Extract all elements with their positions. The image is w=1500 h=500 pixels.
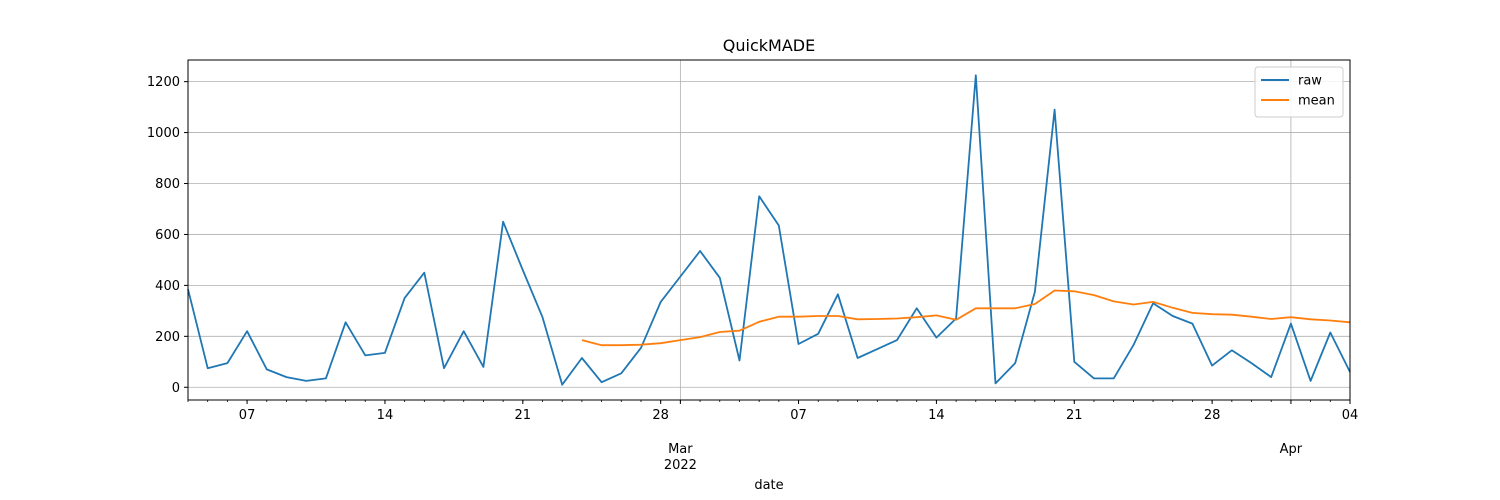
x-month-label: Apr — [1280, 442, 1303, 457]
grid-layer — [188, 60, 1350, 400]
legend: raw mean — [1254, 66, 1344, 118]
y-tick-label: 1200 — [147, 75, 180, 90]
legend-label-raw: raw — [1298, 74, 1322, 89]
x-tick-label: 04 — [1342, 408, 1359, 423]
series-line-mean — [581, 289, 1351, 347]
chart-title: QuickMADE — [723, 36, 815, 55]
x-year-label: 2022 — [664, 458, 697, 473]
plot-frame — [187, 59, 1351, 401]
x-tick-label: 07 — [790, 408, 807, 423]
y-tick-label: 400 — [155, 279, 180, 294]
x-tick-label: 14 — [928, 408, 945, 423]
y-tick-label: 600 — [155, 228, 180, 243]
x-tick-label: 28 — [652, 408, 669, 423]
x-tick-label: 07 — [239, 408, 256, 423]
x-tick-label: 21 — [1066, 408, 1083, 423]
x-tick-label: 21 — [515, 408, 532, 423]
x-tick-label: 14 — [377, 408, 394, 423]
x-tick-label: 28 — [1204, 408, 1221, 423]
y-tick-label: 1000 — [147, 126, 180, 141]
y-tick-label: 200 — [155, 330, 180, 345]
x-month-label: Mar — [668, 442, 693, 457]
series-layer — [187, 74, 1351, 386]
y-tick-label: 0 — [172, 381, 180, 396]
x-axis-label: date — [754, 478, 783, 493]
y-tick-label: 800 — [155, 177, 180, 192]
legend-label-mean: mean — [1298, 94, 1335, 109]
series-line-raw — [187, 74, 1351, 386]
axis-layer: 0 200 400 600 800 1000 1200 07 14 21 28 07 14 21 28 04 M… — [147, 75, 1358, 473]
